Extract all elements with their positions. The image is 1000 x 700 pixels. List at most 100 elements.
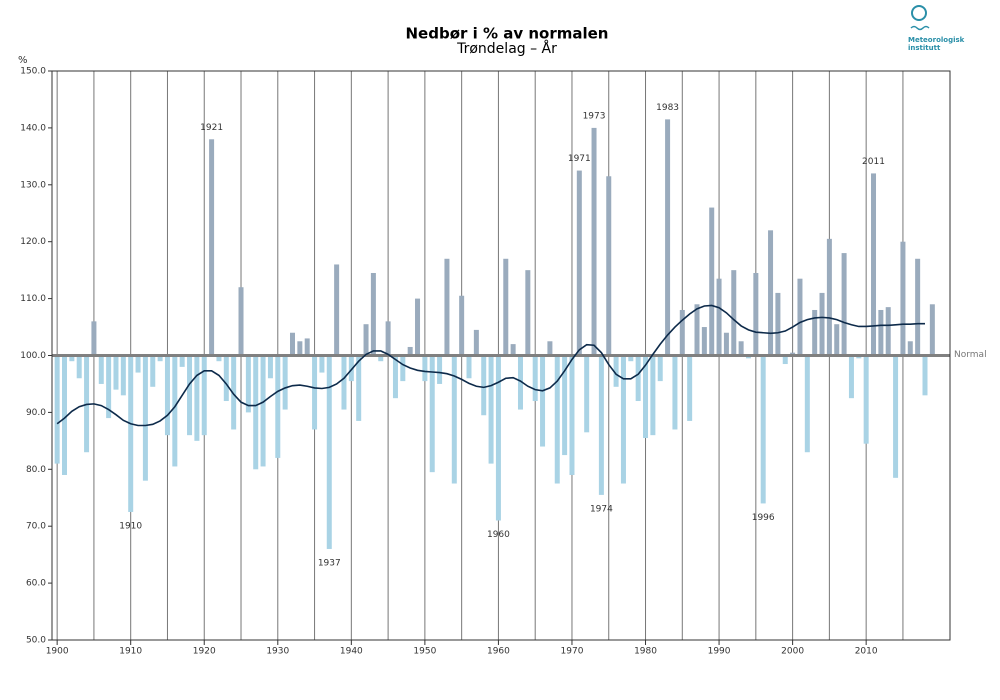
- bar: [871, 173, 877, 356]
- bar: [481, 355, 487, 416]
- bar: [415, 298, 421, 356]
- smoothed-line: [56, 304, 925, 427]
- bar: [157, 355, 163, 362]
- bar: [194, 355, 200, 441]
- bar: [525, 270, 531, 356]
- bar: [584, 355, 590, 433]
- y-tick-label: 60.0: [26, 579, 46, 589]
- bar: [216, 355, 222, 362]
- bar: [459, 295, 465, 356]
- bar: [900, 241, 906, 356]
- bar: [915, 258, 921, 356]
- annotation: 1910: [119, 521, 142, 531]
- bar: [304, 338, 310, 356]
- bar: [267, 355, 273, 379]
- chart-subtitle: Trøndelag – År: [456, 40, 557, 57]
- bar: [907, 341, 913, 356]
- logo-icon: [911, 5, 927, 21]
- bar: [422, 355, 428, 382]
- bar: [135, 355, 141, 373]
- bar: [172, 355, 178, 467]
- bar: [231, 355, 237, 430]
- bar: [223, 355, 229, 402]
- bar: [532, 355, 538, 402]
- bar: [238, 287, 244, 356]
- bar: [517, 355, 523, 410]
- annotation: 1974: [590, 504, 613, 514]
- chart-title: Nedbør i % av normalen: [406, 25, 609, 43]
- bar: [635, 355, 641, 402]
- bar: [768, 230, 774, 356]
- bar: [738, 341, 744, 356]
- y-tick-label: 80.0: [26, 465, 46, 475]
- bar: [687, 355, 693, 421]
- x-tick-label: 1940: [340, 647, 363, 657]
- bar: [407, 346, 413, 356]
- bar: [694, 304, 700, 356]
- x-tick-label: 1990: [708, 647, 731, 657]
- bar: [495, 355, 501, 521]
- bar: [451, 355, 457, 484]
- bar: [665, 119, 671, 356]
- bar: [289, 332, 295, 356]
- bar: [562, 355, 568, 456]
- bar: [510, 344, 516, 356]
- bar: [120, 355, 126, 396]
- bar: [54, 355, 60, 464]
- y-tick-label: 70.0: [26, 522, 46, 532]
- logo-text: institutt: [908, 44, 941, 52]
- bar: [392, 355, 398, 399]
- bar: [643, 355, 649, 439]
- bar: [429, 355, 435, 473]
- bar: [723, 332, 729, 356]
- bar: [113, 355, 119, 390]
- bar: [540, 355, 546, 447]
- bar: [488, 355, 494, 464]
- bar: [591, 127, 597, 356]
- y-axis-label: %: [18, 55, 28, 66]
- bar: [98, 355, 104, 384]
- bar: [841, 253, 847, 356]
- annotation: 1960: [487, 530, 510, 540]
- bar: [473, 329, 479, 356]
- bar: [848, 355, 854, 399]
- bar: [716, 278, 722, 356]
- bar: [275, 355, 281, 458]
- bar: [628, 355, 634, 362]
- logo-wave: [910, 25, 930, 31]
- bar: [334, 264, 340, 356]
- bar: [613, 355, 619, 387]
- y-tick-label: 130.0: [20, 180, 46, 190]
- y-tick-label: 140.0: [20, 123, 46, 133]
- bar: [620, 355, 626, 484]
- x-tick-label: 1900: [46, 647, 69, 657]
- bar: [826, 238, 832, 356]
- x-tick-label: 1950: [413, 647, 436, 657]
- bar: [209, 139, 215, 356]
- bar: [657, 355, 663, 382]
- x-tick-label: 1970: [561, 647, 584, 657]
- bar: [503, 258, 509, 356]
- bar: [150, 355, 156, 387]
- logo-text: Meteorologisk: [908, 36, 965, 44]
- y-tick-label: 110.0: [20, 294, 46, 304]
- bar: [760, 355, 766, 504]
- bar: [885, 307, 891, 356]
- bar: [782, 355, 788, 365]
- bar: [922, 355, 928, 396]
- bar: [164, 355, 170, 436]
- bar: [201, 355, 207, 436]
- bar: [679, 309, 685, 356]
- bar: [437, 355, 443, 384]
- y-tick-label: 120.0: [20, 237, 46, 247]
- bar: [128, 355, 134, 512]
- logo: Meteorologisk institutt: [908, 5, 965, 52]
- annotation: 1996: [752, 513, 775, 523]
- x-tick-label: 2010: [855, 647, 878, 657]
- bar: [69, 355, 75, 362]
- bar: [929, 304, 935, 356]
- bar: [444, 258, 450, 356]
- bar: [547, 341, 553, 356]
- bar: [598, 355, 604, 495]
